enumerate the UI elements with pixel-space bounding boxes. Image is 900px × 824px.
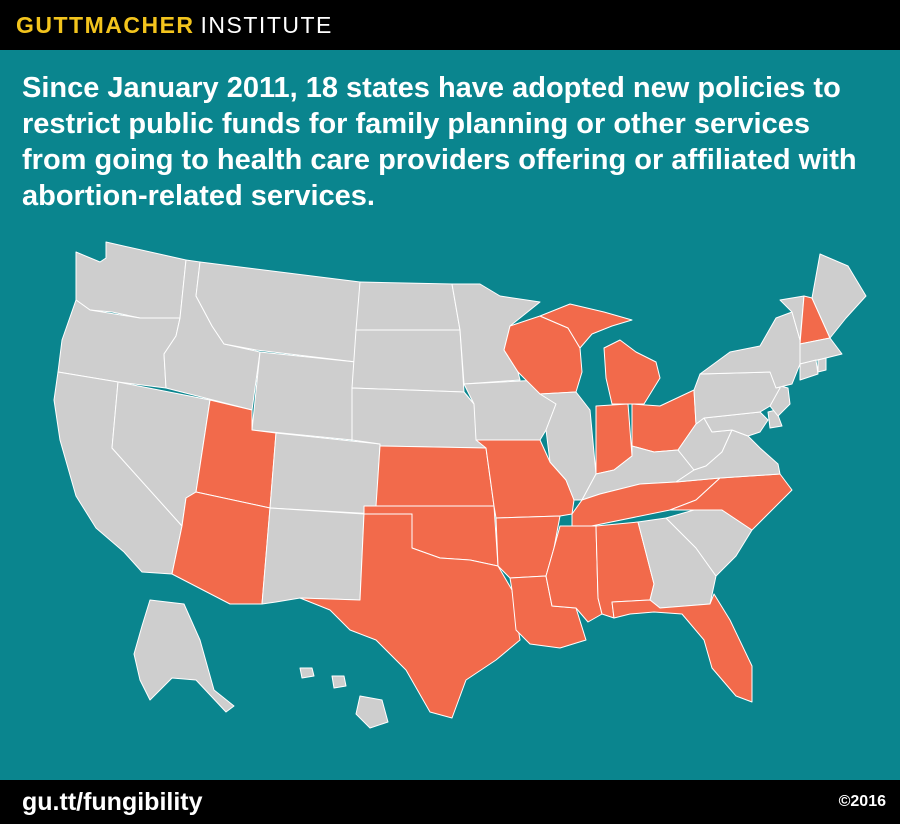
state-hawaii-big-island <box>355 695 389 729</box>
brand-name-bold: GUTTMACHER <box>16 11 195 38</box>
state-massachusetts <box>799 337 843 365</box>
state-alaska <box>133 599 235 713</box>
us-map <box>53 241 867 729</box>
state-north-carolina <box>669 473 793 531</box>
state-texas <box>299 513 521 719</box>
state-connecticut <box>799 359 819 381</box>
state-michigan <box>603 339 661 405</box>
state-wyoming <box>251 351 357 441</box>
state-north-dakota <box>355 281 461 331</box>
state-arizona <box>171 491 271 605</box>
footer-link[interactable]: gu.tt/fungibility <box>22 787 203 816</box>
state-rhode-island <box>817 357 827 373</box>
copyright-notice: ©2016 <box>838 793 886 810</box>
state-new-mexico <box>261 507 365 605</box>
state-south-dakota <box>351 329 465 393</box>
state-kansas <box>375 445 495 507</box>
headline: Since January 2011, 18 states have adopt… <box>22 72 857 212</box>
state-virginia <box>675 429 781 483</box>
state-nebraska <box>351 387 487 449</box>
state-illinois <box>539 391 597 501</box>
state-florida <box>611 593 753 703</box>
header-bar: GUTTMACHER INSTITUTE <box>0 0 900 50</box>
state-hawaii-maui <box>331 675 347 689</box>
state-michigan-upper <box>539 303 633 349</box>
state-washington <box>75 241 187 319</box>
state-hawaii-oahu <box>299 667 315 679</box>
footer-bar: gu.tt/fungibility ©2016 <box>0 780 900 824</box>
brand-name-light: INSTITUTE <box>200 11 333 38</box>
brand-logo: GUTTMACHER INSTITUTE <box>16 11 333 38</box>
state-colorado <box>269 432 381 515</box>
